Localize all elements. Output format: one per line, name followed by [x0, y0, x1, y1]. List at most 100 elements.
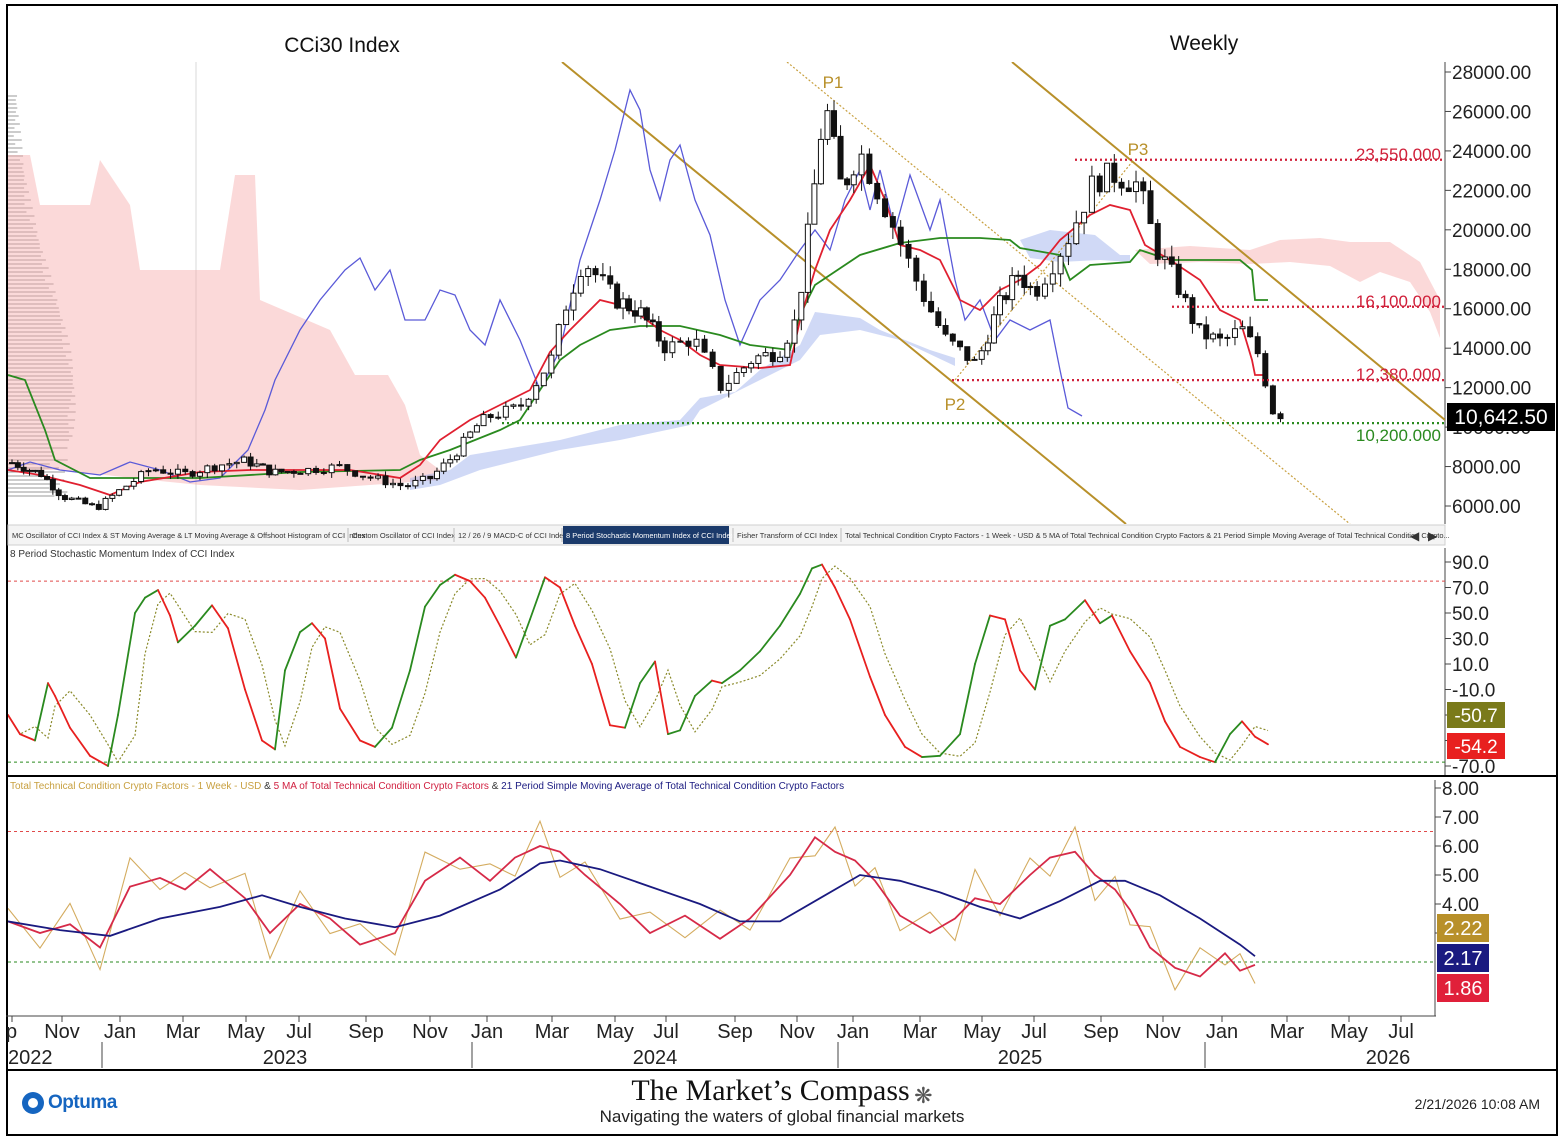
- candle: [102, 496, 109, 511]
- candle: [964, 346, 971, 365]
- x-year-label: 2022: [8, 1047, 53, 1069]
- candle: [1161, 249, 1168, 270]
- candle: [837, 125, 844, 180]
- indicator-tab[interactable]: MC Oscillator of CCI Index & ST Moving A…: [12, 531, 366, 540]
- tab-scroll-right-icon[interactable]: ▶: [1428, 529, 1438, 543]
- x-month-label: May: [227, 1021, 265, 1043]
- candle: [563, 305, 570, 326]
- candle: [928, 291, 935, 313]
- x-month-label: Jan: [837, 1021, 869, 1043]
- candle: [138, 469, 145, 484]
- smi-value-label: -50.7: [1454, 706, 1497, 727]
- x-month-label: Jul: [286, 1021, 312, 1043]
- candle: [1254, 332, 1261, 358]
- level-label: 12,380.000: [1356, 365, 1441, 384]
- candle: [1147, 180, 1154, 225]
- pivot-labels: P1 P2 P3: [823, 73, 1149, 414]
- candle: [1231, 319, 1238, 346]
- candle: [290, 469, 297, 478]
- indicator-tab[interactable]: 8 Period Stochastic Momentum Index of CC…: [561, 526, 735, 544]
- indicator-tab[interactable]: 12 / 26 / 9 MACD-C of CCI Index: [453, 528, 567, 542]
- level-label: 23,550.000: [1356, 145, 1441, 164]
- tab-scroll-left-icon[interactable]: ◀: [1410, 529, 1420, 543]
- candle: [89, 502, 96, 506]
- candle: [1034, 281, 1041, 301]
- candle: [145, 468, 152, 477]
- candle: [626, 294, 633, 315]
- candle: [1224, 334, 1231, 347]
- candle: [20, 462, 27, 475]
- candle: [336, 460, 343, 467]
- smi-tick-label: 70.0: [1452, 579, 1489, 600]
- candle: [82, 496, 89, 505]
- candle: [804, 212, 811, 303]
- candle: [990, 306, 997, 344]
- candle: [49, 474, 56, 495]
- candle: [1003, 292, 1010, 305]
- x-month-label: Mar: [166, 1021, 201, 1043]
- candle: [913, 255, 920, 291]
- candle: [460, 433, 467, 457]
- indicator-tab[interactable]: Fisher Transform of CCI Index: [732, 528, 838, 542]
- price-tick-label: 14000.00: [1452, 339, 1531, 360]
- price-tick-label: 6000.00: [1452, 497, 1521, 518]
- candle: [313, 465, 320, 475]
- candle: [548, 350, 555, 379]
- price-panel: CCi30 Index Weekly 23,550.000 16,100.000 1…: [8, 32, 1555, 524]
- candle: [160, 465, 167, 474]
- candle: [1182, 290, 1189, 303]
- footer: Optuma The Market’s Compass ❋ Navigating…: [8, 1072, 1556, 1134]
- smi-value-badges: -50.7 -54.2: [1447, 702, 1505, 759]
- x-month-label: Jul: [653, 1021, 679, 1043]
- candle: [709, 349, 716, 369]
- candle: [1203, 316, 1210, 350]
- candle: [1104, 162, 1111, 193]
- brand-subtitle: Navigating the waters of global financia…: [599, 1106, 965, 1126]
- trend-channel: [561, 62, 1445, 524]
- candle: [570, 284, 577, 321]
- smi-tick-label: -70.0: [1452, 757, 1495, 778]
- tc-tick-label: 5.00: [1442, 866, 1479, 887]
- pivot-label: P3: [1128, 140, 1149, 159]
- candle: [412, 475, 419, 489]
- smi-lines: [8, 563, 1269, 767]
- price-tick-label: 26000.00: [1452, 102, 1531, 123]
- indicator-tab-label: 12 / 26 / 9 MACD-C of CCI Index: [458, 531, 567, 540]
- candle: [75, 496, 82, 500]
- candle: [882, 193, 889, 219]
- price-tick-label: 20000.00: [1452, 221, 1531, 242]
- candle: [1088, 165, 1095, 213]
- candle: [130, 477, 137, 490]
- candle: [219, 464, 226, 477]
- x-month-label: Mar: [535, 1021, 570, 1043]
- tc-lines: [8, 819, 1256, 992]
- candle: [1118, 178, 1125, 196]
- candle: [577, 269, 584, 297]
- indicator-tab[interactable]: Custom Oscillator of CCI Index: [347, 528, 455, 542]
- candle: [1196, 323, 1203, 329]
- x-month-label: Jul: [1021, 1021, 1047, 1043]
- candle: [1239, 320, 1246, 330]
- candle: [824, 103, 831, 145]
- tc-tick-label: 6.00: [1442, 837, 1479, 858]
- x-month-label: Nov: [779, 1021, 815, 1043]
- candle: [189, 469, 196, 479]
- candle: [152, 467, 159, 473]
- time-axis: p Nov Jan Mar May Jul Sep Nov Jan Mar May Jul Sep Nov…: [6, 1015, 1436, 1069]
- volume-profile: [8, 62, 197, 524]
- price-tick-label: 24000.00: [1452, 142, 1531, 163]
- x-month-label: Mar: [1270, 1021, 1305, 1043]
- tc-tick-label: 4.00: [1442, 895, 1479, 916]
- candle: [328, 463, 335, 478]
- candle: [677, 337, 684, 343]
- pivot-label: P2: [945, 395, 966, 414]
- indicator-tab[interactable]: Total Technical Condition Crypto Factors…: [840, 528, 1450, 542]
- candle: [858, 145, 865, 191]
- candle: [9, 459, 15, 465]
- candle: [1189, 294, 1196, 334]
- candle: [614, 281, 621, 310]
- candle: [1009, 267, 1016, 311]
- candle: [540, 372, 547, 387]
- candle: [1175, 256, 1182, 298]
- candle: [95, 500, 102, 511]
